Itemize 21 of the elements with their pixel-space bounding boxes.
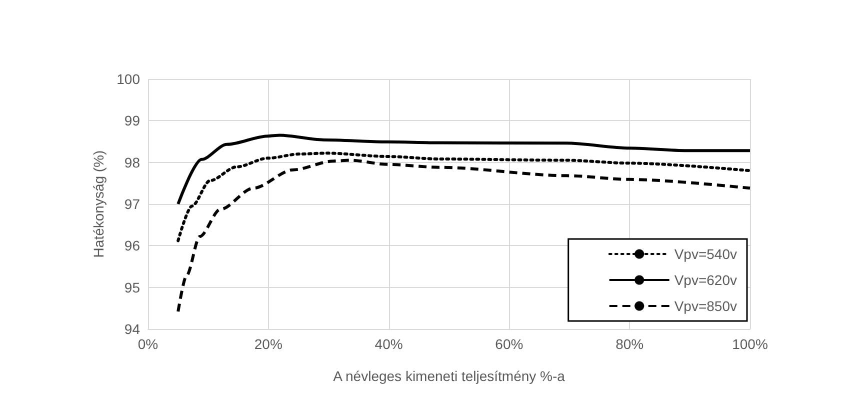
x-tick-label: 60% [495, 336, 524, 352]
y-axis-title: Hatékonyság (%) [90, 150, 107, 258]
y-tick-label: 97 [124, 196, 140, 212]
line-series [176, 158, 752, 313]
x-tick-label: 40% [374, 336, 403, 352]
legend-label: Vpv=620v [674, 272, 738, 288]
legend-label: Vpv=540v [674, 246, 738, 262]
line-series [176, 134, 752, 206]
line-series [176, 152, 752, 242]
y-tick-label: 98 [124, 154, 140, 170]
y-tick-label: 96 [124, 238, 140, 254]
x-tick-label: 80% [616, 336, 644, 352]
x-tick-label: 100% [732, 336, 768, 352]
x-axis-title: A névleges kimeneti teljesítmény %-a [333, 368, 566, 384]
x-tick-label: 0% [138, 336, 158, 352]
legend-label: Vpv=850v [674, 298, 738, 314]
x-tick-label: 20% [254, 336, 282, 352]
y-tick-label: 94 [124, 321, 140, 337]
y-tick-label: 100 [116, 71, 140, 87]
y-tick-label: 99 [124, 112, 140, 129]
y-tick-label: 95 [124, 279, 140, 296]
